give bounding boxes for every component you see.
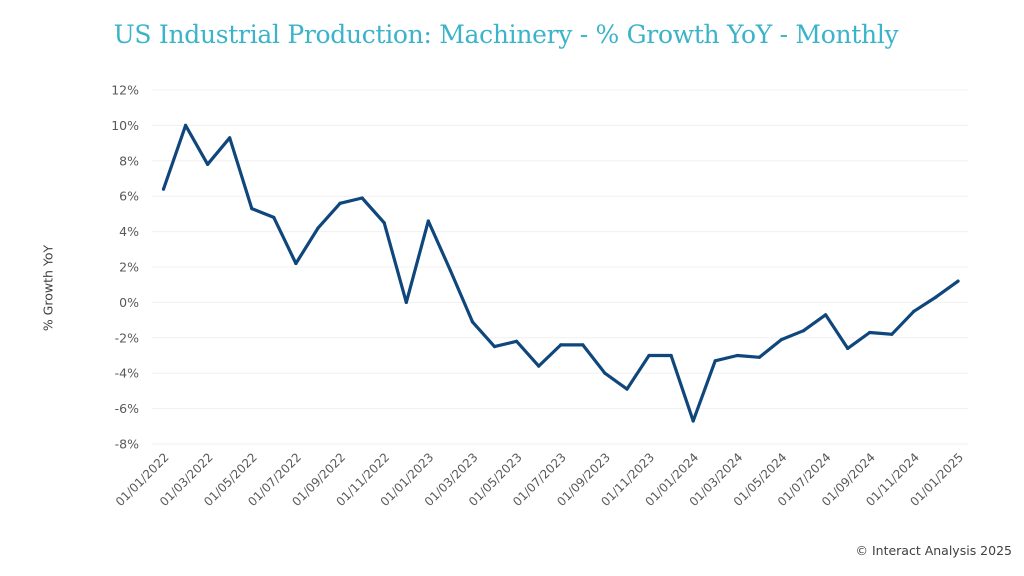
data-point [868, 330, 872, 335]
data-point [470, 320, 475, 324]
data-point [647, 353, 651, 358]
data-point [382, 221, 386, 225]
data-point [448, 268, 453, 273]
y-tick-label: 2% [119, 260, 139, 275]
data-point [779, 337, 784, 342]
y-tick-label: -2% [115, 330, 139, 345]
data-point [250, 206, 254, 211]
data-point [956, 279, 960, 283]
series-line [161, 123, 960, 423]
data-point [735, 353, 739, 358]
y-tick-label: 12% [111, 83, 139, 98]
gridlines [152, 89, 968, 445]
data-point [713, 359, 717, 363]
data-point [912, 309, 916, 313]
data-point [559, 343, 563, 347]
data-point [161, 187, 166, 191]
data-point [890, 332, 894, 336]
y-tick-label: 0% [119, 295, 139, 310]
y-tick-label: -4% [115, 366, 139, 381]
data-point [360, 196, 364, 200]
copyright-notice: © Interact Analysis 2025 [855, 543, 1012, 558]
y-tick-label: 10% [111, 118, 139, 133]
series-layer [161, 123, 960, 423]
data-point [338, 201, 342, 205]
data-point [294, 261, 298, 266]
data-point [625, 387, 629, 391]
data-point [206, 162, 210, 166]
data-point [801, 329, 806, 333]
data-point [272, 215, 276, 220]
data-point [515, 339, 519, 343]
y-tick-label: 8% [119, 153, 139, 168]
data-point [603, 371, 607, 375]
y-tick-label: -6% [115, 401, 139, 416]
data-point [316, 226, 320, 230]
data-point [846, 346, 850, 351]
data-point [823, 313, 828, 317]
x-axis-ticks: 01/01/202201/03/202201/05/202201/07/2022… [113, 450, 966, 509]
data-point [228, 136, 232, 140]
data-point [581, 343, 585, 347]
data-point [492, 345, 497, 349]
chart-title: US Industrial Production: Machinery - % … [113, 20, 899, 49]
data-point [691, 419, 695, 423]
data-point [183, 123, 188, 127]
data-point [757, 355, 761, 359]
data-point [537, 364, 541, 368]
y-tick-label: 4% [119, 224, 139, 239]
y-tick-label: 6% [119, 189, 139, 204]
data-point [404, 300, 408, 304]
data-point [934, 295, 938, 299]
data-point [669, 353, 673, 358]
y-axis-ticks: 12% 10% 8% 6% 4% 2% 0% -2% -4% -6% -8% [111, 83, 139, 452]
data-point [426, 219, 430, 223]
y-tick-label: -8% [115, 437, 139, 452]
